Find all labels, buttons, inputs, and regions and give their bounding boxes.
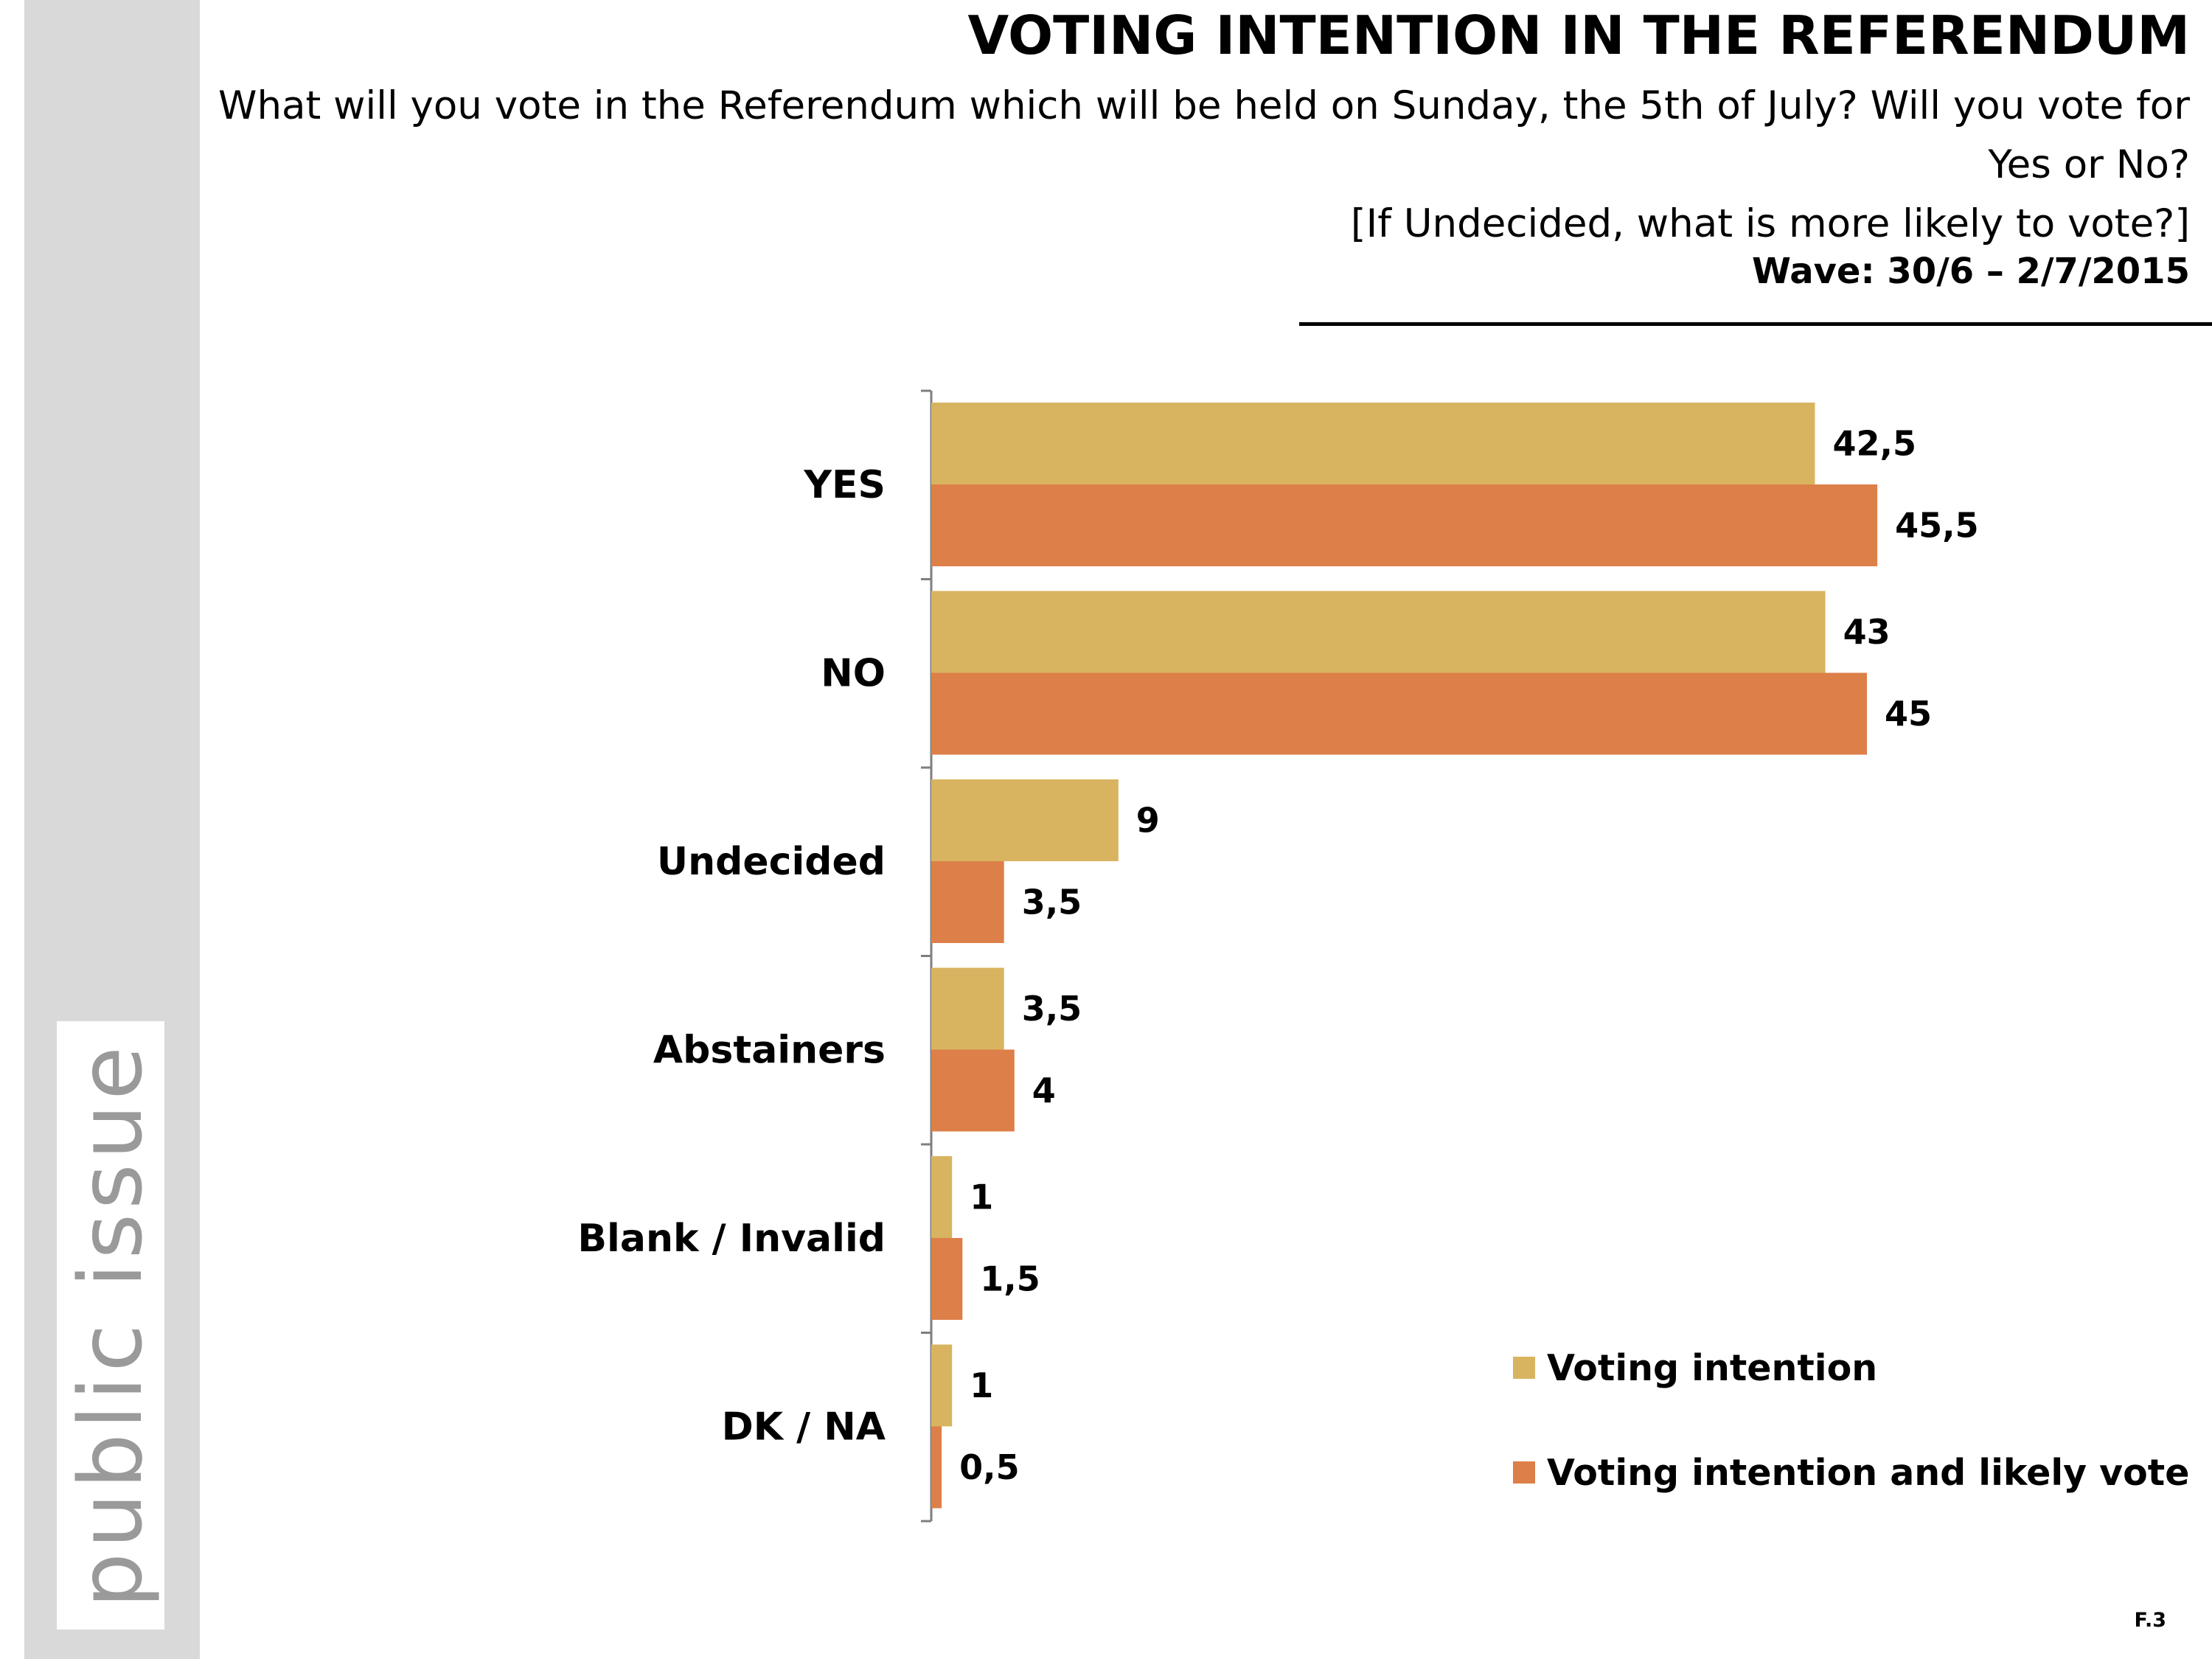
legend-item-voting-intention: Voting intention xyxy=(1513,1342,2189,1394)
bar-0-1 xyxy=(931,591,1826,673)
bar-0-0 xyxy=(931,403,1815,484)
category-label: DK / NA xyxy=(722,1405,886,1450)
category-label: NO xyxy=(821,652,886,696)
legend-item-likely-vote: Voting intention and likely vote xyxy=(1513,1447,2189,1498)
bar-1-1 xyxy=(931,672,1867,755)
data-label: 9 xyxy=(1136,801,1160,841)
data-label: 1 xyxy=(970,1178,993,1217)
bar-1-2 xyxy=(931,861,1004,943)
legend-swatch-likely-vote xyxy=(1513,1461,1535,1484)
legend: Voting intention Voting intention and li… xyxy=(1513,1342,2189,1551)
chart-subtitle: What will you vote in the Referendum whi… xyxy=(199,77,2190,254)
bar-0-3 xyxy=(931,967,1004,1050)
chart-title: VOTING INTENTION IN THE REFERENDUM xyxy=(967,4,2190,66)
category-label: Undecided xyxy=(657,840,886,884)
data-label: 45 xyxy=(1885,694,1932,734)
page-number: F.3 xyxy=(2134,1609,2166,1632)
data-label: 0,5 xyxy=(959,1447,1020,1487)
wave-label: Wave: 30/6 – 2/7/2015 xyxy=(1752,251,2190,292)
logo-box xyxy=(57,1021,164,1630)
legend-label-likely-vote: Voting intention and likely vote xyxy=(1547,1451,2190,1494)
data-label: 1,5 xyxy=(980,1259,1040,1299)
bar-0-2 xyxy=(931,779,1119,861)
category-label: Abstainers xyxy=(653,1029,886,1073)
subtitle-note: [If Undecided, what is more likely to vo… xyxy=(1350,201,2190,246)
bar-1-3 xyxy=(931,1049,1015,1132)
data-label: 42,5 xyxy=(1833,424,1917,464)
bar-0-5 xyxy=(931,1344,953,1427)
bar-1-5 xyxy=(931,1426,942,1509)
data-label: 1 xyxy=(970,1366,993,1405)
legend-label-voting-intention: Voting intention xyxy=(1547,1346,1878,1389)
category-label: Blank / Invalid xyxy=(577,1217,886,1261)
category-label: YES xyxy=(803,463,886,507)
data-label: 3,5 xyxy=(1022,883,1082,922)
legend-swatch-voting-intention xyxy=(1513,1357,1535,1379)
data-label: 4 xyxy=(1032,1071,1056,1110)
header-divider xyxy=(1299,322,2212,326)
subtitle-question: What will you vote in the Referendum whi… xyxy=(218,83,2190,187)
bar-1-4 xyxy=(931,1238,963,1320)
bar-0-4 xyxy=(931,1156,953,1238)
data-label: 45,5 xyxy=(1895,506,1979,546)
data-label: 3,5 xyxy=(1022,989,1082,1029)
bar-1-0 xyxy=(931,484,1878,566)
data-label: 43 xyxy=(1843,612,1891,652)
